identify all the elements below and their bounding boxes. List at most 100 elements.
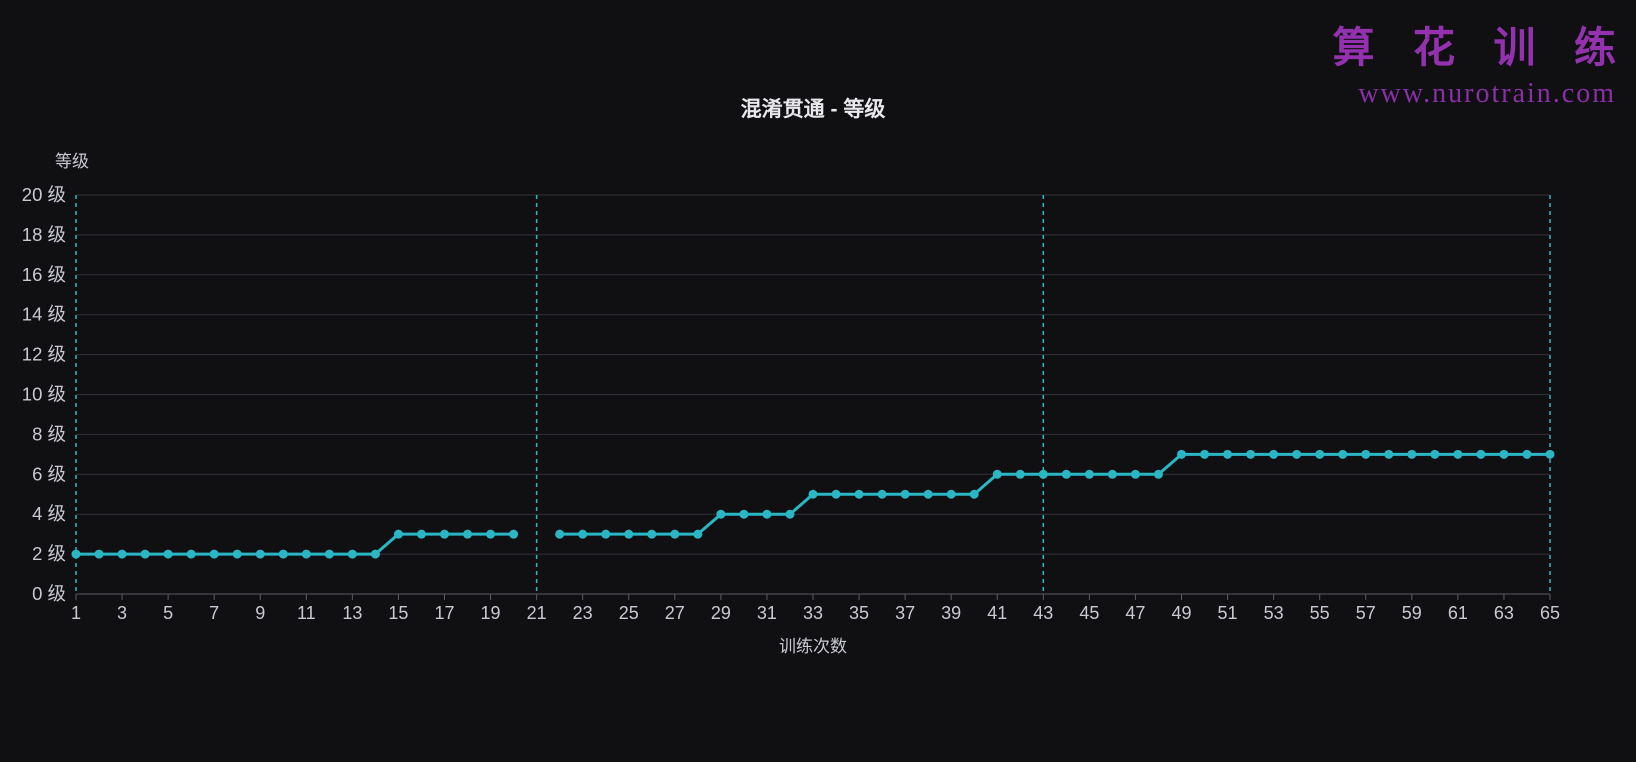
x-tick-label: 29 bbox=[711, 603, 731, 623]
data-point bbox=[509, 529, 519, 539]
data-point bbox=[1361, 449, 1371, 459]
x-tick-label: 17 bbox=[434, 603, 454, 623]
data-point bbox=[1200, 449, 1210, 459]
chart-title: 混淆贯通 - 等级 bbox=[740, 98, 886, 121]
data-point bbox=[163, 549, 173, 559]
x-tick-label: 25 bbox=[619, 603, 639, 623]
x-tick-label: 27 bbox=[665, 603, 685, 623]
data-point bbox=[762, 509, 772, 519]
data-point bbox=[232, 549, 242, 559]
x-tick-label: 9 bbox=[255, 603, 265, 623]
y-tick-label: 4 级 bbox=[32, 503, 66, 524]
data-point bbox=[831, 489, 841, 499]
data-point bbox=[1407, 449, 1417, 459]
x-tick-label: 63 bbox=[1494, 603, 1514, 623]
y-tick-label: 12 级 bbox=[22, 344, 66, 365]
data-point bbox=[1499, 449, 1509, 459]
data-point bbox=[278, 549, 288, 559]
x-tick-label: 51 bbox=[1218, 603, 1238, 623]
data-point bbox=[992, 469, 1002, 479]
x-tick-label: 37 bbox=[895, 603, 915, 623]
data-point bbox=[1269, 449, 1279, 459]
x-tick-label: 61 bbox=[1448, 603, 1468, 623]
x-tick-label: 39 bbox=[941, 603, 961, 623]
x-tick-label: 19 bbox=[481, 603, 501, 623]
data-point bbox=[808, 489, 818, 499]
data-point bbox=[1545, 449, 1555, 459]
x-tick-label: 47 bbox=[1125, 603, 1145, 623]
y-tick-label: 6 级 bbox=[32, 463, 66, 484]
data-point bbox=[186, 549, 196, 559]
watermark-brand-text: 算 花 训 练 bbox=[1332, 26, 1630, 72]
x-tick-label: 43 bbox=[1033, 603, 1053, 623]
data-point bbox=[1430, 449, 1440, 459]
data-point bbox=[209, 549, 219, 559]
x-tick-label: 33 bbox=[803, 603, 823, 623]
data-point bbox=[1038, 469, 1048, 479]
data-point bbox=[716, 509, 726, 519]
x-tick-label: 45 bbox=[1079, 603, 1099, 623]
data-point bbox=[739, 509, 749, 519]
data-point bbox=[1130, 469, 1140, 479]
x-tick-label: 21 bbox=[527, 603, 547, 623]
data-point bbox=[370, 549, 380, 559]
data-point bbox=[1084, 469, 1094, 479]
data-point bbox=[854, 489, 864, 499]
data-point bbox=[1153, 469, 1163, 479]
data-point bbox=[140, 549, 150, 559]
data-point bbox=[486, 529, 496, 539]
y-tick-label: 20 级 bbox=[22, 184, 66, 205]
data-point bbox=[94, 549, 104, 559]
data-point bbox=[624, 529, 634, 539]
data-point bbox=[946, 489, 956, 499]
data-point bbox=[301, 549, 311, 559]
data-point bbox=[923, 489, 933, 499]
data-point bbox=[463, 529, 473, 539]
data-point bbox=[578, 529, 588, 539]
data-point bbox=[601, 529, 611, 539]
data-point bbox=[416, 529, 426, 539]
x-tick-label: 65 bbox=[1540, 603, 1560, 623]
y-tick-label: 16 级 bbox=[22, 264, 66, 285]
data-point bbox=[1246, 449, 1256, 459]
y-tick-label: 8 级 bbox=[32, 423, 66, 444]
level-line bbox=[559, 452, 1550, 536]
data-point bbox=[440, 529, 449, 539]
data-point bbox=[255, 549, 265, 559]
x-tick-label: 35 bbox=[849, 603, 869, 623]
data-point bbox=[693, 529, 703, 539]
data-point bbox=[900, 489, 910, 499]
data-point bbox=[324, 549, 334, 559]
x-tick-label: 59 bbox=[1402, 603, 1422, 623]
data-point bbox=[969, 489, 979, 499]
y-tick-label: 18 级 bbox=[22, 224, 66, 245]
data-point bbox=[1476, 449, 1486, 459]
data-point bbox=[555, 529, 565, 539]
data-point bbox=[1177, 449, 1186, 459]
data-point bbox=[670, 529, 680, 539]
watermark-url-text: www.nurotrain.com bbox=[1358, 78, 1616, 110]
data-point bbox=[785, 509, 795, 519]
y-axis-title: 等级 bbox=[55, 152, 89, 171]
data-point bbox=[393, 529, 403, 539]
y-tick-label: 2 级 bbox=[32, 543, 66, 564]
x-tick-label: 23 bbox=[573, 603, 593, 623]
data-point bbox=[1223, 449, 1233, 459]
x-tick-label: 5 bbox=[163, 603, 173, 623]
data-point bbox=[71, 549, 81, 559]
x-tick-label: 31 bbox=[757, 603, 777, 623]
x-tick-label: 3 bbox=[117, 603, 127, 623]
x-tick-label: 41 bbox=[987, 603, 1007, 623]
data-point bbox=[1315, 449, 1325, 459]
x-tick-label: 15 bbox=[388, 603, 408, 623]
x-tick-label: 49 bbox=[1171, 603, 1191, 623]
data-point bbox=[647, 529, 657, 539]
data-point bbox=[1384, 449, 1394, 459]
data-point bbox=[1292, 449, 1302, 459]
watermark: 算 花 训 练 www.nurotrain.com bbox=[1332, 24, 1616, 110]
x-tick-label: 57 bbox=[1356, 603, 1376, 623]
data-point bbox=[1522, 449, 1532, 459]
y-tick-label: 14 级 bbox=[22, 304, 66, 325]
